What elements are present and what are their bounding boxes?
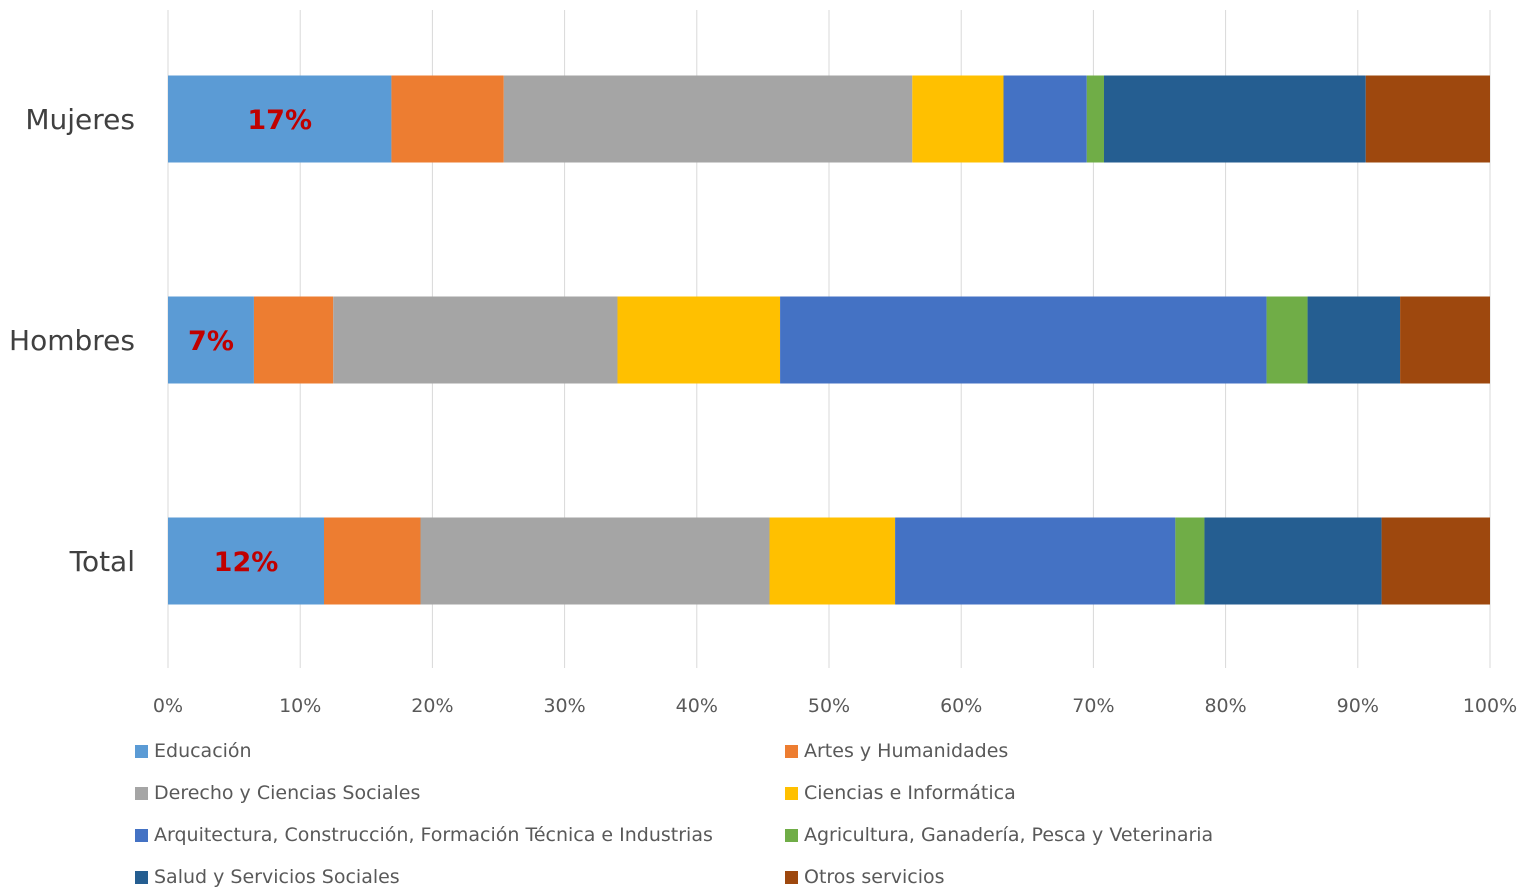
x-tick-label: 60%	[940, 695, 982, 717]
bar-segment	[168, 296, 254, 384]
x-tick-label: 90%	[1337, 695, 1379, 717]
bar-segment	[1003, 75, 1087, 163]
legend-label: Educación	[154, 740, 252, 762]
bar-segment	[391, 75, 504, 163]
bar-segment	[780, 296, 1267, 384]
x-tick-label: 70%	[1072, 695, 1114, 717]
bar-segment	[1381, 517, 1490, 605]
legend-swatch	[785, 786, 798, 800]
bar-segment	[333, 296, 618, 384]
x-tick-label: 30%	[543, 695, 585, 717]
legend-item: Derecho y Ciencias Sociales	[135, 782, 420, 804]
legend-swatch	[135, 744, 148, 758]
data-label: 7%	[188, 326, 234, 357]
legend-swatch	[785, 744, 798, 758]
bar-segment	[617, 296, 781, 384]
legend-label: Arquitectura, Construcción, Formación Té…	[154, 824, 713, 846]
legend-item: Otros servicios	[785, 866, 945, 888]
legend-label: Agricultura, Ganadería, Pesca y Veterina…	[804, 824, 1214, 846]
legend-item: Artes y Humanidades	[785, 740, 1008, 762]
chart-svg: 0% 10% 20% 30% 40% 50% 60% 70% 80% 90% 100% Mujeres…	[9, 10, 1517, 717]
bar-segment	[168, 517, 324, 605]
x-tick-label: 0%	[153, 695, 183, 717]
x-tick-label: 50%	[808, 695, 850, 717]
legend-item: Educación	[135, 740, 252, 762]
bar-segment	[1307, 296, 1401, 384]
bar-segment	[168, 75, 392, 163]
legend-label: Ciencias e Informática	[804, 782, 1016, 804]
data-label: 12%	[214, 547, 279, 578]
legend-label: Otros servicios	[804, 866, 945, 888]
legend-swatch	[135, 786, 148, 800]
bar-segment	[1266, 296, 1308, 384]
legend-swatch	[135, 870, 148, 884]
legend-swatch	[785, 828, 798, 842]
x-tick-label: 10%	[279, 695, 321, 717]
x-tick-label: 20%	[411, 695, 453, 717]
legend-swatch	[785, 870, 798, 884]
bar-segment	[323, 517, 421, 605]
bar-segment	[420, 517, 770, 605]
legend-item: Ciencias e Informática	[785, 782, 1016, 804]
legend-item: Salud y Servicios Sociales	[135, 866, 400, 888]
x-tick-label: 80%	[1204, 695, 1246, 717]
bar-segment	[1400, 296, 1490, 384]
x-tick-label: 100%	[1463, 695, 1517, 717]
bar-segment	[1175, 517, 1205, 605]
bar-segment	[912, 75, 1004, 163]
x-tick-label: 40%	[676, 695, 718, 717]
bar-segment	[895, 517, 1176, 605]
legend-label: Derecho y Ciencias Sociales	[154, 782, 421, 804]
bar-segment	[769, 517, 896, 605]
legend-label: Salud y Servicios Sociales	[154, 866, 400, 888]
bar-segment	[1204, 517, 1382, 605]
data-label: 17%	[247, 105, 312, 136]
legend-item: Agricultura, Ganadería, Pesca y Veterina…	[785, 824, 1213, 846]
legend-swatch	[135, 828, 148, 842]
bar-segment	[253, 296, 334, 384]
category-label: Mujeres	[25, 103, 135, 136]
bar-segment	[1086, 75, 1104, 163]
bar-segment	[1365, 75, 1490, 163]
category-label: Total	[69, 545, 135, 578]
legend-item: Arquitectura, Construcción, Formación Té…	[135, 824, 713, 846]
bar-segment	[503, 75, 913, 163]
bar-segment	[1103, 75, 1366, 163]
legend-label: Artes y Humanidades	[804, 740, 1009, 762]
category-label: Hombres	[9, 324, 135, 357]
